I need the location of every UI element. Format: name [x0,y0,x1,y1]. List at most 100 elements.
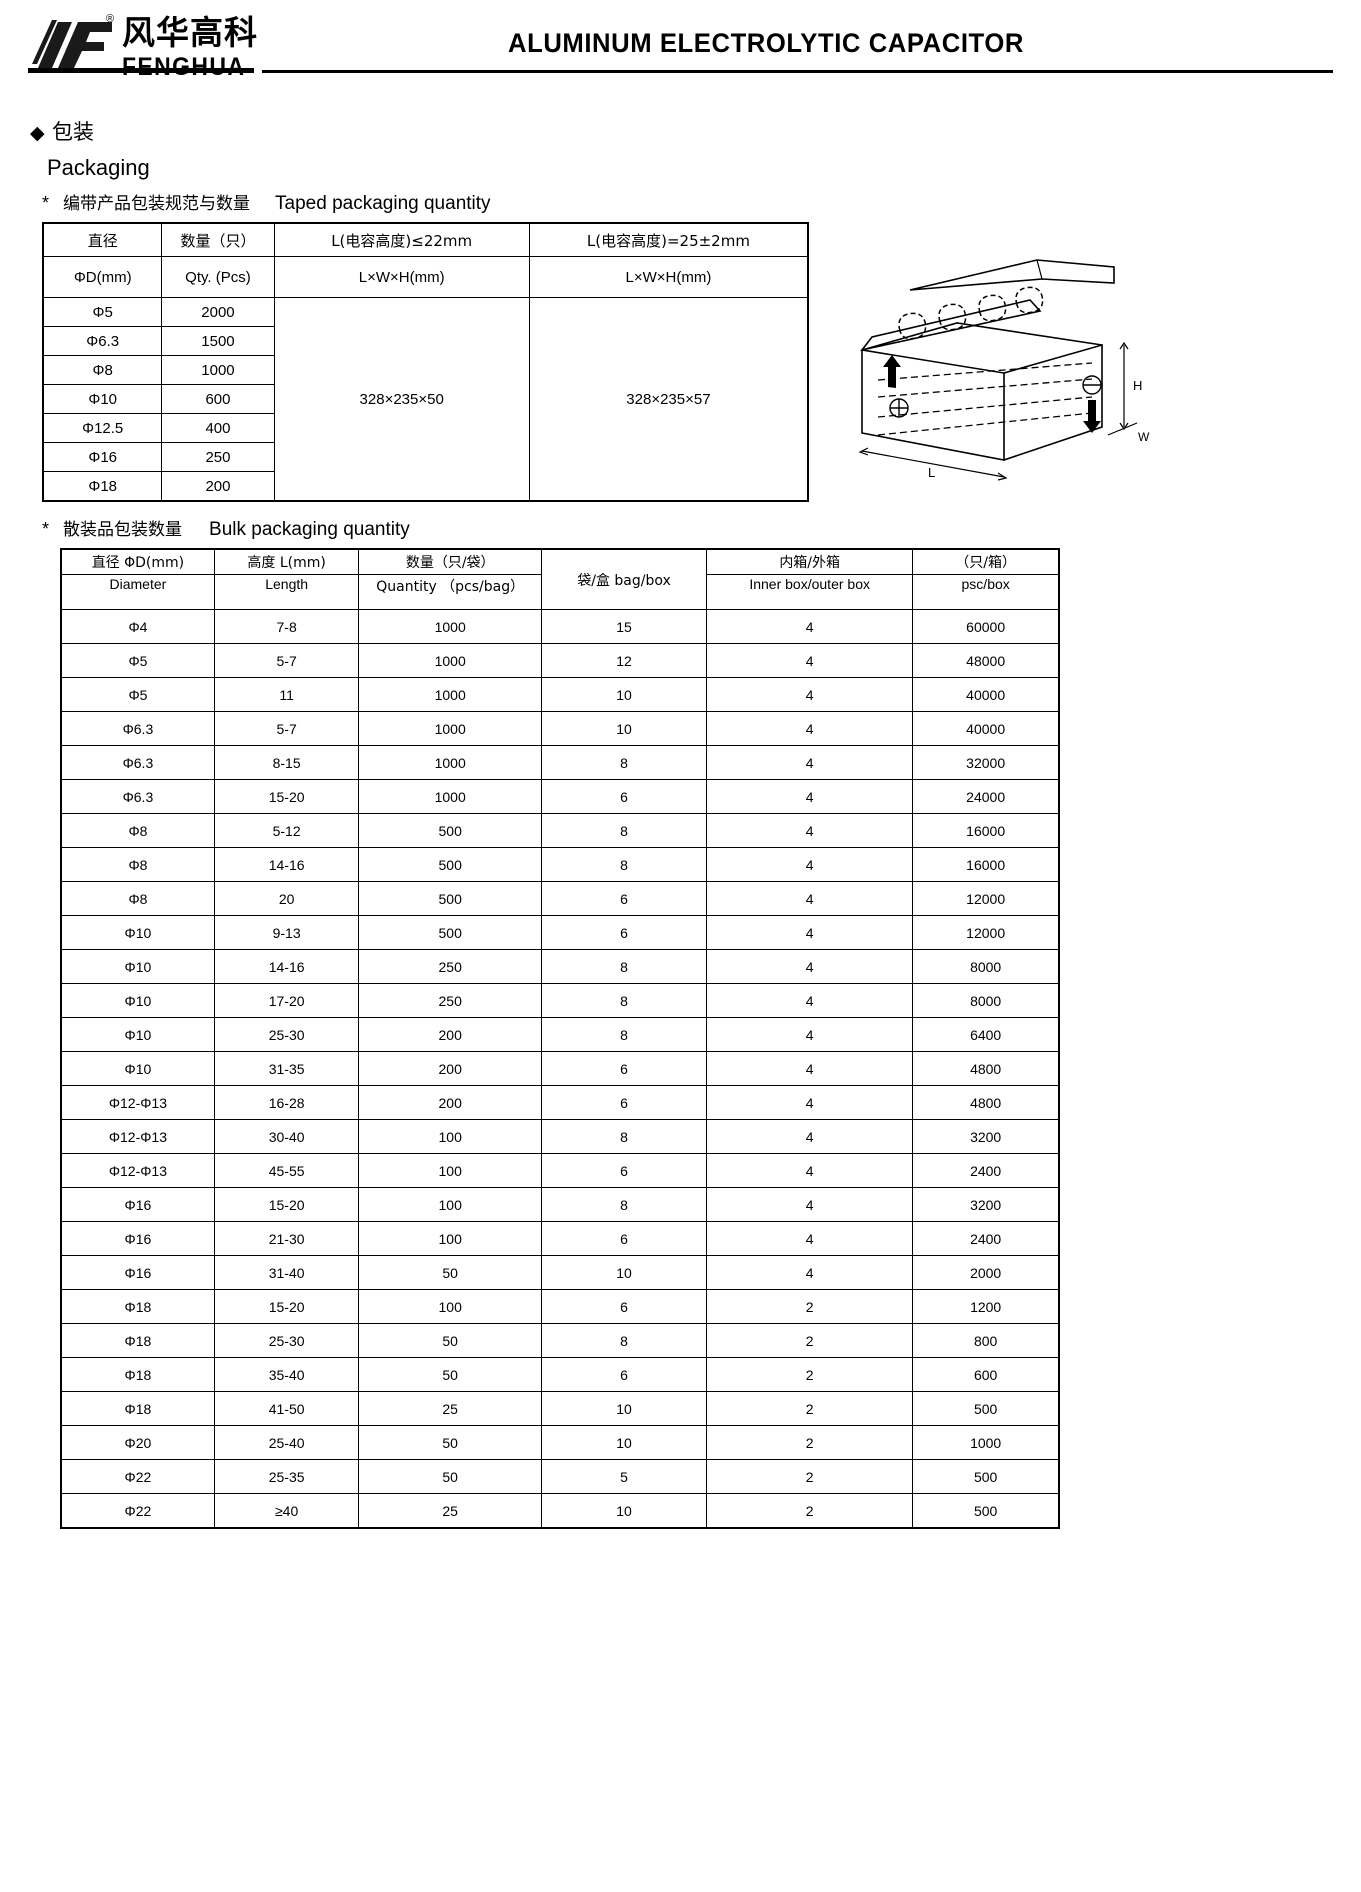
table-row: Φ8 20 500 6 4 12000 [60,881,1060,916]
cell-qty: 250 [161,442,275,472]
table-row: Φ16 250 [42,442,808,472]
table-row: Φ18 35-40 50 6 2 600 [60,1357,1060,1392]
logo-chinese-name: 风华高科 [122,13,258,52]
cell-diameter: Φ10 [60,915,215,950]
cell-pcs-per-box: 12000 [912,915,1060,950]
cell-length: ≥40 [213,1493,360,1529]
cell-inner-outer-box: 4 [706,1255,914,1290]
cell-inner-outer-box: 4 [706,1187,914,1222]
diagram-label-w: W [1138,430,1150,444]
table-row: Φ12-Φ13 30-40 100 8 4 3200 [60,1119,1060,1154]
cell-bag-per-box: 10 [540,1425,708,1460]
cell-quantity: 1000 [358,643,542,678]
table-row: Φ6.3 5-7 1000 10 4 40000 [60,711,1060,746]
cell-quantity: 250 [358,983,542,1018]
cell-inner-outer-box: 4 [706,1085,914,1120]
table-row: Φ18 25-30 50 8 2 800 [60,1323,1060,1358]
cell-quantity: 50 [358,1459,542,1494]
cell-bag-per-box: 10 [540,711,708,746]
table-row: Φ22 25-35 50 5 2 500 [60,1459,1060,1494]
cell-bag-per-box: 6 [540,1357,708,1392]
cell-quantity: 100 [358,1153,542,1188]
cell-pcs-per-box: 500 [912,1391,1060,1426]
cell-bag-per-box: 8 [540,949,708,984]
bulk-star-bullet: * [42,519,50,539]
cell-inner-outer-box: 2 [706,1323,914,1358]
packaging-box-diagram: H W L [852,245,1152,485]
cell-bag-per-box: 6 [540,1153,708,1188]
cell-diameter: Φ12-Φ13 [60,1119,215,1154]
cell-length: 21-30 [213,1221,360,1256]
cell-bag-per-box: 10 [540,1255,708,1290]
cell-length: 11 [213,677,360,712]
table-row: Φ8 14-16 500 8 4 16000 [60,847,1060,882]
cell-inner-outer-box: 2 [706,1459,914,1494]
cell-pcs-per-box: 6400 [912,1017,1060,1052]
cell-diameter: Φ16 [60,1255,215,1290]
cell-inner-outer-box: 4 [706,847,914,882]
cell-inner-outer-box: 4 [706,643,914,678]
header-quantity-en: Quantity （pcs/bag） [358,574,542,610]
cell-inner-outer-box: 4 [706,1051,914,1086]
cell-quantity: 100 [358,1187,542,1222]
header-diameter-en: Diameter [60,574,215,610]
cell-diameter: Φ10 [60,1017,215,1052]
cell-diameter: Φ12.5 [42,413,163,443]
table-row: Φ6.3 15-20 1000 6 4 24000 [60,779,1060,814]
cell-quantity: 1000 [358,711,542,746]
cell-quantity: 500 [358,881,542,916]
cell-pcs-per-box: 32000 [912,745,1060,780]
cell-qty: 1000 [161,355,275,385]
cell-diameter: Φ18 [60,1289,215,1324]
cell-bag-per-box: 5 [540,1459,708,1494]
cell-diameter: Φ22 [60,1459,215,1494]
header-pcs-per-box-cn: （只/箱） [912,548,1060,575]
cell-length: 35-40 [213,1357,360,1392]
cell-diameter: Φ10 [60,1051,215,1086]
cell-bag-per-box: 8 [540,1323,708,1358]
taped-subheading-chinese: 编带产品包装规范与数量 [63,194,251,214]
cell-qty: 400 [161,413,275,443]
cell-inner-outer-box: 4 [706,881,914,916]
cell-inner-outer-box: 4 [706,813,914,848]
cell-quantity: 500 [358,847,542,882]
cell-pcs-per-box: 8000 [912,983,1060,1018]
cell-diameter: Φ18 [42,471,163,502]
cell-diameter: Φ6.3 [60,745,215,780]
bulk-packaging-table: 直径 ΦD(mm) 高度 L(mm) 数量（只/袋） 袋/盒 bag/box 内… [60,548,1060,1529]
cell-bag-per-box: 6 [540,1221,708,1256]
section-title-chinese: 包装 [52,120,94,144]
header-pcs-per-box-en: psc/box [912,574,1060,610]
cell-length: 31-40 [213,1255,360,1290]
cell-quantity: 25 [358,1391,542,1426]
cell-inner-outer-box: 4 [706,745,914,780]
cell-pcs-per-box: 800 [912,1323,1060,1358]
cell-inner-outer-box: 4 [706,677,914,712]
cell-bag-per-box: 8 [540,1017,708,1052]
cell-length: 8-15 [213,745,360,780]
cell-diameter: Φ10 [60,949,215,984]
cell-quantity: 50 [358,1357,542,1392]
table-header-row: 直径 数量（只） L(电容高度)≤22mm L(电容高度)=25±2mm [42,222,809,257]
bulk-table-body: Φ4 7-8 1000 15 4 60000 Φ5 5-7 1000 12 4 48000 Φ5 11 10… [60,609,1060,1529]
cell-quantity: 1000 [358,779,542,814]
cell-qty: 200 [161,471,275,502]
header-diameter-cn: 直径 [42,222,163,257]
cell-diameter: Φ6.3 [60,711,215,746]
table-row: Φ10 17-20 250 8 4 8000 [60,983,1060,1018]
header-innerouter-en: Inner box/outer box [706,574,914,610]
section-title-english: Packaging [47,155,150,180]
cell-length: 15-20 [213,1187,360,1222]
registered-trademark-icon: ® [106,13,115,25]
header-diameter-en: ΦD(mm) [42,256,163,298]
cell-quantity: 250 [358,949,542,984]
bulk-subheading: * 散装品包装数量 Bulk packaging quantity [42,518,410,541]
page-header: ® 风华高科 FENGHUA ALUMINUM ELECTROLYTIC CAP… [0,0,1361,88]
cell-diameter: Φ16 [60,1187,215,1222]
cell-diameter: Φ8 [60,847,215,882]
cell-length: 17-20 [213,983,360,1018]
cell-bag-per-box: 10 [540,1493,708,1529]
cell-length: 16-28 [213,1085,360,1120]
cell-inner-outer-box: 4 [706,1153,914,1188]
cell-bag-per-box: 8 [540,983,708,1018]
